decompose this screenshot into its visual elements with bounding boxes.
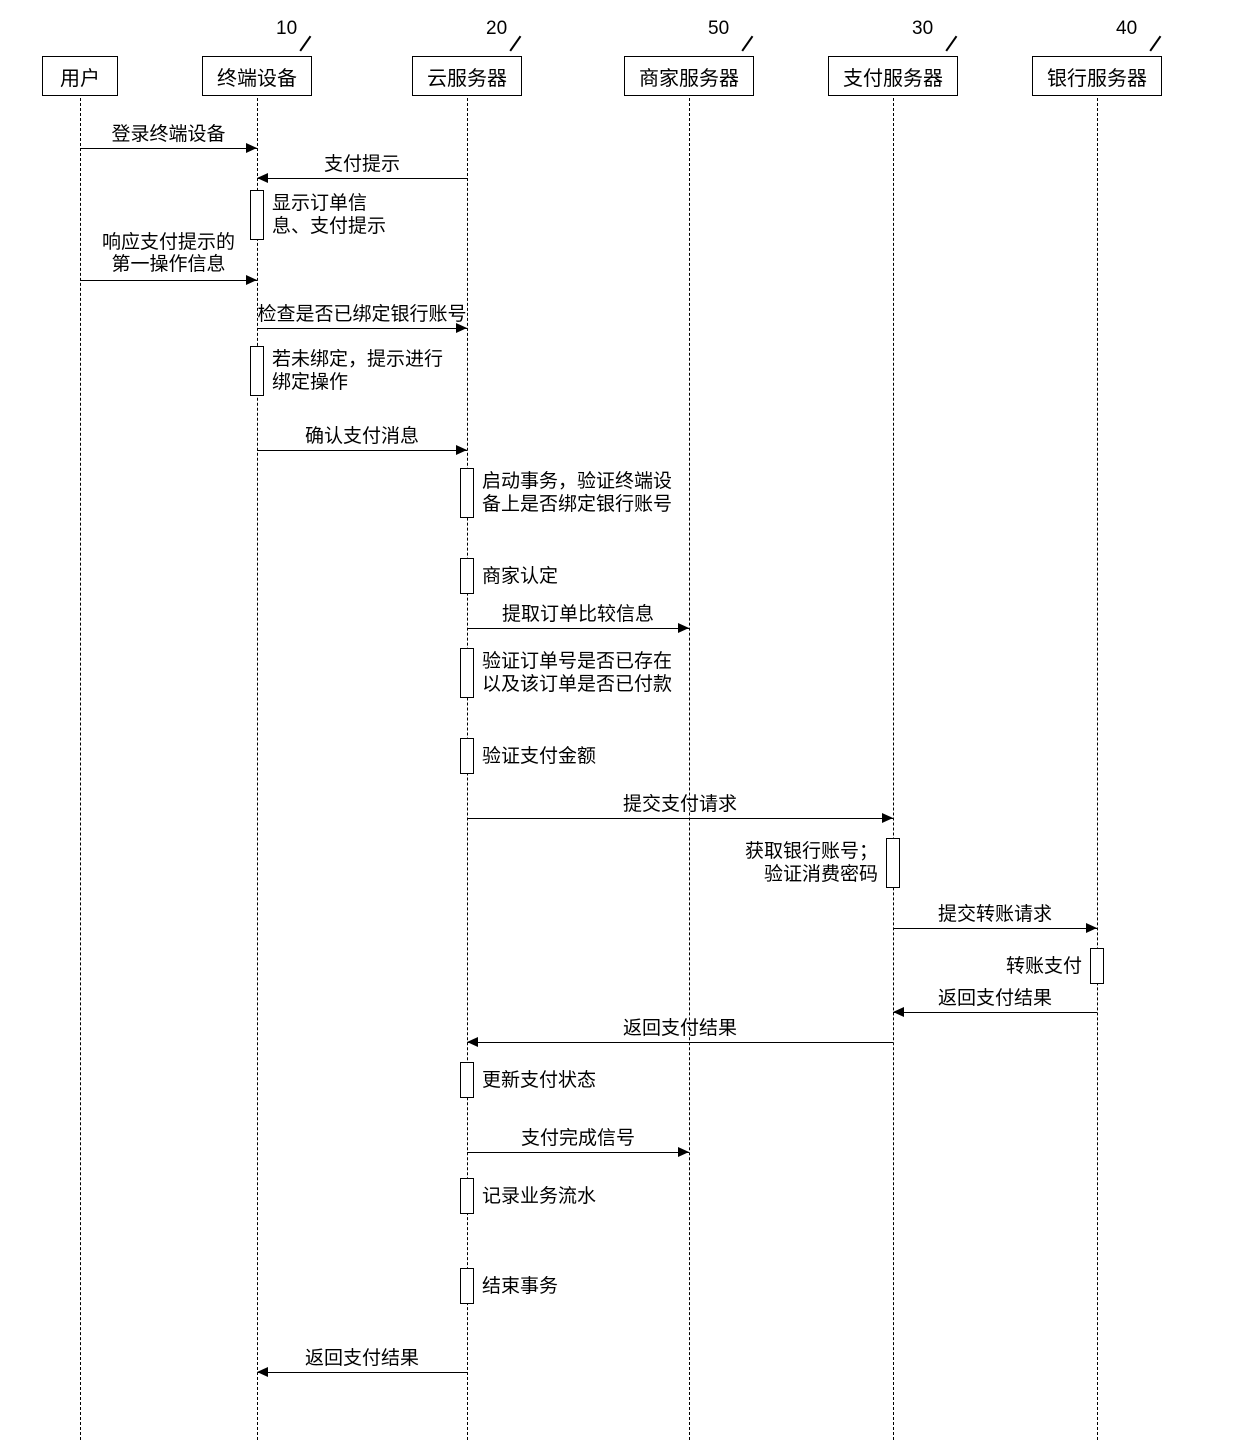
leader-bank [1149,36,1161,52]
activation-5 [460,738,474,774]
leader-payment [945,36,957,52]
msg-label-11: 返回支付结果 [257,1348,467,1370]
msg-label-10: 支付完成信号 [467,1128,689,1150]
msg-label-6: 提交支付请求 [467,794,893,816]
leader-terminal [299,36,311,52]
participant-payment: 支付服务器 [828,56,958,96]
ref-bank: 40 [1116,18,1137,40]
ref-cloud: 20 [486,18,507,40]
lifeline-terminal [257,98,258,1440]
lifeline-bank [1097,98,1098,1440]
activation-4 [460,648,474,698]
note-6: 获取银行账号；验证消费密码 [735,840,878,886]
participant-user: 用户 [42,56,118,96]
msg-line-6 [467,818,893,819]
activation-6 [886,838,900,888]
sequence-diagram: 用户 终端设备 10 云服务器 20 商家服务器 50 支付服务器 30 银行服务器 40 登录终端设… [0,0,1240,1452]
note-7: 转账支付 [996,955,1082,978]
msg-line-7 [893,928,1097,929]
msg-label-9: 返回支付结果 [467,1018,893,1040]
msg-label-3: 检查是否已绑定银行账号 [257,304,467,326]
activation-7 [1090,948,1104,984]
note-0: 显示订单信息、支付提示 [272,192,386,238]
msg-label-5: 提取订单比较信息 [467,604,689,626]
msg-line-4 [257,450,467,451]
ref-terminal: 10 [276,18,297,40]
lifeline-merchant [689,98,690,1440]
ref-payment: 30 [912,18,933,40]
msg-line-11 [257,1372,467,1373]
activation-1 [250,346,264,396]
participant-terminal: 终端设备 [202,56,312,96]
participant-merchant: 商家服务器 [624,56,754,96]
activation-0 [250,190,264,240]
msg-label-4: 确认支付消息 [257,426,467,448]
msg-head-2 [246,275,257,285]
msg-label-0: 登录终端设备 [80,124,257,146]
participant-cloud: 云服务器 [412,56,522,96]
msg-line-1 [257,178,467,179]
msg-line-2 [80,280,257,281]
note-2: 启动事务，验证终端设备上是否绑定银行账号 [482,470,672,516]
msg-label-7: 提交转账请求 [893,904,1097,926]
msg-line-5 [467,628,689,629]
activation-2 [460,468,474,518]
activation-3 [460,558,474,594]
msg-line-9 [467,1042,893,1043]
msg-line-10 [467,1152,689,1153]
msg-label-8: 返回支付结果 [893,988,1097,1010]
msg-label-2: 响应支付提示的第一操作信息 [80,232,257,276]
msg-label-1: 支付提示 [257,154,467,176]
leader-cloud [509,36,521,52]
msg-line-0 [80,148,257,149]
note-3: 商家认定 [482,565,558,588]
activation-10 [460,1268,474,1304]
participant-bank: 银行服务器 [1032,56,1162,96]
note-4: 验证订单号是否已存在以及该订单是否已付款 [482,650,672,696]
activation-9 [460,1178,474,1214]
note-5: 验证支付金额 [482,745,596,768]
leader-merchant [741,36,753,52]
note-8: 更新支付状态 [482,1069,596,1092]
activation-8 [460,1062,474,1098]
msg-line-3 [257,328,467,329]
note-9: 记录业务流水 [482,1185,596,1208]
lifeline-payment [893,98,894,1440]
msg-line-8 [893,1012,1097,1013]
note-1: 若未绑定，提示进行绑定操作 [272,348,443,394]
lifeline-user [80,98,81,1440]
note-10: 结束事务 [482,1275,558,1298]
ref-merchant: 50 [708,18,729,40]
